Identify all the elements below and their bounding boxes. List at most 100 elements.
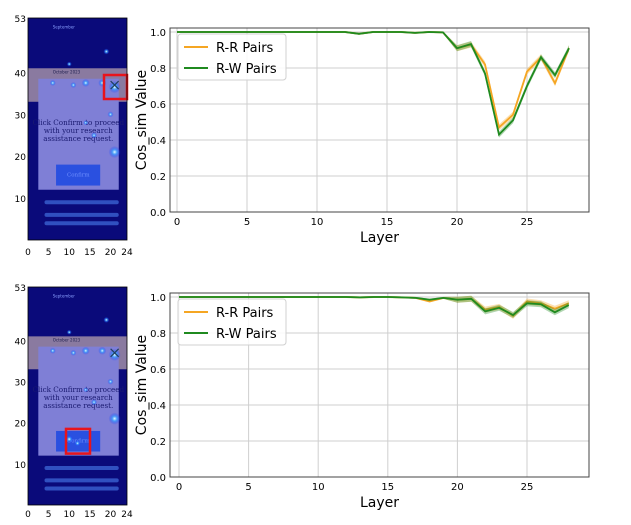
heatmap-frame [27,286,128,506]
section-label: October 2023 [53,69,81,74]
attention-blob [81,78,90,87]
dialog-text: with your research [44,126,113,135]
y-tick-label: 0.2 [150,437,166,448]
y-tick-label: 0.6 [150,100,166,111]
list-item [44,465,119,470]
y-tick-label: 0.6 [150,365,166,376]
attention-blob [103,316,110,323]
close-icon [110,80,120,90]
attention-blob [66,329,72,335]
attention-blob [108,81,121,94]
plot-frame [169,27,590,213]
attention-blob [108,412,121,425]
heatmap-x-tick: 5 [46,510,52,520]
x-tick-label: 15 [381,217,394,228]
dialog-text: assistance request. [43,401,113,410]
attention-blob [70,349,77,356]
legend-label: R-R Pairs [216,306,274,321]
attention-blob [108,146,121,159]
heatmap-y-tick: 53 [15,284,26,294]
heatmap-y-tick: 10 [15,461,27,471]
heatmap-x-tick: 5 [46,248,52,258]
x-tick-label: 0 [176,482,182,493]
y-tick-label: 0.8 [150,64,166,75]
heatmap-x-tick: 15 [84,248,95,258]
y-tick-label: 0.0 [150,473,166,484]
attention-blob [107,378,114,385]
heatmap-x-tick: 20 [105,510,117,520]
dialog-text: Click Confirm to proceed [33,118,125,127]
heatmap-panel: September October 2023 Click Confirm to pr… [15,284,133,520]
y-tick-label: 1.0 [150,293,166,304]
attention-blob [83,387,89,393]
list-item [44,486,119,491]
heatmap-x-tick: 0 [25,248,31,258]
heatmap-frame [27,17,128,241]
heatmap-x-tick: 24 [121,510,133,520]
y-tick-label: 0.8 [150,329,166,340]
y-axis-label: Cos_sim Value [134,70,150,170]
heatmap-x-tick: 15 [84,510,95,520]
attention-blob [49,79,56,86]
legend-label: R-W Pairs [216,327,277,342]
close-icon [110,348,120,358]
y-tick-label: 0.2 [150,172,166,183]
x-tick-label: 15 [381,482,394,493]
x-tick-label: 20 [451,217,464,228]
series-line-rw [179,296,570,317]
attention-blob [81,346,90,355]
attention-blob [108,348,121,361]
heatmap-x-tick: 20 [105,248,117,258]
series-line-rw [177,31,570,137]
x-axis-label: Layer [360,495,399,511]
legend-label: R-R Pairs [216,41,274,56]
attention-blob [91,399,97,406]
heatmap-y-tick: 40 [15,337,27,347]
heatmap-y-tick: 20 [15,420,27,430]
attention-blob [83,120,89,126]
heatmap-y-tick: 53 [15,15,26,25]
y-axis-label: Cos_sim Value [134,335,150,435]
x-tick-label: 25 [521,217,534,228]
confidence-band [179,295,569,319]
heatmap-y-tick: 10 [15,195,27,205]
y-tick-label: 0.4 [150,136,166,147]
x-tick-label: 5 [245,482,251,493]
y-tick-label: 0.4 [150,401,166,412]
heatmap-y-tick: 30 [15,111,27,121]
attention-blob [49,347,56,354]
list-item [44,478,119,483]
section-label: October 2023 [53,337,81,342]
x-tick-label: 0 [174,217,180,228]
heatmap-y-tick: 30 [15,379,27,389]
plot-frame [169,292,590,478]
dialog-text: with your research [44,393,113,402]
confirm-button [56,164,101,186]
attention-blob [91,132,97,139]
heatmap-y-tick: 20 [15,153,27,163]
heatmap-x-tick: 24 [121,248,133,258]
x-tick-label: 20 [451,482,464,493]
y-tick-label: 1.0 [150,28,166,39]
y-tick-label: 0.0 [150,208,166,219]
attention-blob [66,61,72,67]
list-item [44,200,119,205]
confidence-band [179,295,569,318]
x-tick-label: 10 [312,482,325,493]
list-item [44,212,119,217]
attention-blob [74,440,81,447]
x-tick-label: 5 [244,217,250,228]
heatmap-x-tick: 10 [64,248,76,258]
attention-blob [103,48,110,55]
attention-blob [70,82,77,89]
line-chart: 0.0 0.2 0.4 0.6 0.8 1.0 0 5 10 15 20 25 R-R Pairs R-W… [134,27,590,246]
attention-blob [98,346,107,355]
month-label: September [53,293,75,298]
heatmap-panel: September October 2023 Click Confirm to pr… [15,15,133,258]
dialog-text: assistance request. [43,134,113,143]
confirm-label: Confirm [67,172,90,178]
month-label: September [53,24,75,29]
x-tick-label: 10 [311,217,324,228]
heatmap-x-tick: 10 [64,510,76,520]
